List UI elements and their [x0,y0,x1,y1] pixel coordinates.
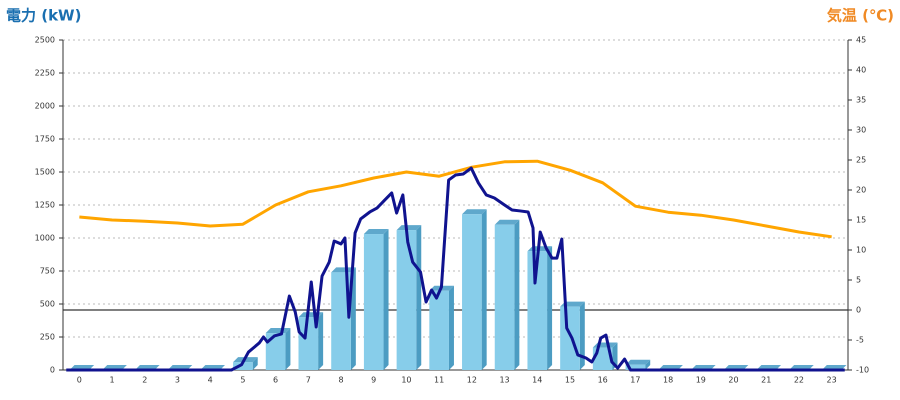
bar [363,229,389,370]
x-tick-label: 20 [728,376,738,385]
y-tick-label: 2250 [35,69,55,78]
x-tick-label: 1 [110,376,115,385]
y-axis-title: 電力 (kW) [6,7,81,25]
x-tick-label: 5 [240,376,245,385]
y2-axis-title: 気温 (℃) [827,7,894,25]
y2-tick-label: 15 [856,216,866,225]
x-tick-label: 18 [663,376,673,385]
y-tick-label: 1250 [35,201,55,210]
y2-tick-label: 30 [856,126,866,135]
bar [298,312,324,370]
y2-tick-label: 35 [856,96,866,105]
x-tick-label: 22 [794,376,804,385]
bar [527,246,553,370]
y2-tick-label: 5 [856,276,861,285]
y2-tick-label: 10 [856,246,866,255]
y2-tick-label: -10 [856,366,869,375]
y2-tick-label: -5 [856,336,864,345]
x-tick-label: 23 [827,376,837,385]
x-tick-label: 19 [696,376,706,385]
y2-tick-label: 20 [856,186,866,195]
x-tick-label: 4 [208,376,213,385]
x-tick-label: 6 [273,376,278,385]
bar [560,301,585,370]
y-tick-label: 1500 [35,168,55,177]
x-tick-label: 11 [434,376,444,385]
x-tick-label: 12 [467,376,477,385]
y-tick-label: 1000 [35,234,55,243]
x-tick-label: 9 [371,376,376,385]
y2-tick-label: 40 [856,66,866,75]
x-tick-label: 17 [630,376,640,385]
y2-tick-label: 0 [856,306,861,315]
y-tick-label: 2500 [35,36,55,45]
x-tick-label: 21 [761,376,771,385]
x-tick-label: 2 [142,376,147,385]
bar [462,209,487,370]
y-tick-label: 250 [40,333,55,342]
bar [396,225,422,370]
x-tick-label: 10 [401,376,411,385]
bar [429,285,454,370]
bar [494,219,520,370]
bar [265,328,291,370]
x-tick-label: 16 [598,376,608,385]
line [79,159,832,239]
y2-tick-label: 25 [856,156,866,165]
x-tick-label: 13 [499,376,509,385]
x-tick-label: 0 [77,376,82,385]
x-tick-label: 14 [532,376,542,385]
line [66,166,845,372]
bar [625,359,651,370]
y-tick-label: 1750 [35,135,55,144]
x-tick-label: 3 [175,376,180,385]
x-tick-label: 15 [565,376,575,385]
x-tick-label: 7 [306,376,311,385]
y-tick-label: 750 [40,267,55,276]
y2-tick-label: 45 [856,36,866,45]
y-tick-label: 0 [50,366,55,375]
y-tick-label: 500 [40,300,55,309]
y-tick-label: 2000 [35,102,55,111]
x-tick-label: 8 [338,376,343,385]
